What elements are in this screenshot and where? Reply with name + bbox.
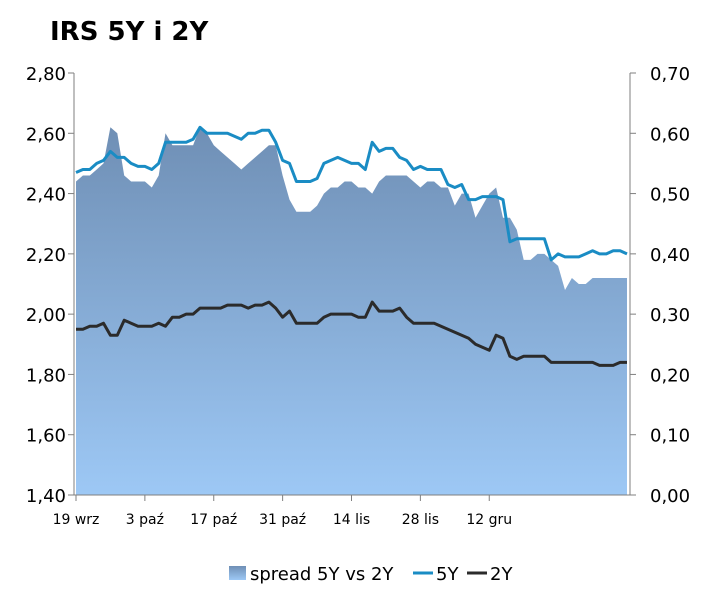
x-tick-label: 14 lis: [333, 512, 370, 528]
legend: spread 5Y vs 2Y 5Y 2Y: [229, 564, 513, 585]
right-tick-label: 0,30: [650, 305, 690, 326]
x-tick-label: 19 wrz: [53, 512, 100, 528]
legend-label-2y: 2Y: [490, 564, 513, 585]
legend-label-5y: 5Y: [436, 564, 459, 585]
right-tick-label: 0,40: [650, 245, 690, 266]
legend-label-spread: spread 5Y vs 2Y: [250, 564, 394, 585]
left-tick-label: 2,40: [26, 185, 66, 206]
series-spread-area: [76, 127, 627, 496]
left-tick-label: 1,60: [26, 426, 66, 447]
left-tick-label: 2,60: [26, 124, 66, 145]
left-tick-label: 1,80: [26, 365, 66, 386]
plot-area: [75, 125, 628, 496]
x-tick-label: 12 gru: [466, 512, 512, 528]
left-tick-label: 2,00: [26, 305, 66, 326]
right-tick-label: 0,60: [650, 124, 690, 145]
right-axis-ticks: 0,00 0,10 0,20 0,30 0,40 0,50 0,60 0,70: [630, 64, 690, 507]
series-5y-line: [75, 125, 628, 262]
left-axis-ticks: 1,40 1,60 1,80 2,00 2,20 2,40 2,60 2,80: [26, 64, 74, 507]
right-tick-label: 0,10: [650, 426, 690, 447]
right-tick-label: 0,70: [650, 64, 690, 85]
left-tick-label: 1,40: [26, 486, 66, 507]
chart-title: IRS 5Y i 2Y: [50, 17, 209, 47]
x-axis-ticks: 19 wrz 3 paź 17 paź 31 paź 14 lis 28 lis 12 gr…: [53, 495, 512, 528]
x-tick-label: 17 paź: [190, 512, 237, 528]
legend-swatch-spread: [229, 566, 246, 580]
x-tick-label: 28 lis: [402, 512, 439, 528]
series-2y-line: [76, 300, 627, 367]
left-tick-label: 2,80: [26, 64, 66, 85]
left-tick-label: 2,20: [26, 245, 66, 266]
x-tick-label: 3 paź: [126, 512, 164, 528]
right-tick-label: 0,00: [650, 486, 690, 507]
right-tick-label: 0,50: [650, 185, 690, 206]
x-tick-label: 31 paź: [259, 512, 306, 528]
right-tick-label: 0,20: [650, 365, 690, 386]
